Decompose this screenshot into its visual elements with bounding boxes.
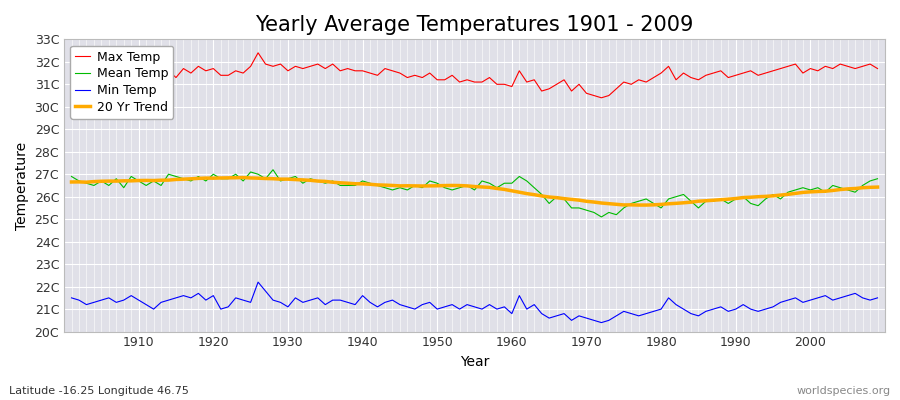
20 Yr Trend — [126, 178, 137, 183]
Max Temp — [507, 84, 517, 89]
Mean Temp — [507, 181, 517, 186]
Max Temp — [66, 73, 77, 78]
Min Temp — [126, 293, 137, 298]
Min Temp — [596, 320, 607, 325]
Mean Temp — [126, 174, 137, 179]
20 Yr Trend — [507, 188, 517, 193]
20 Yr Trend — [298, 178, 309, 182]
Mean Temp — [514, 174, 525, 179]
Title: Yearly Average Temperatures 1901 - 2009: Yearly Average Temperatures 1901 - 2009 — [256, 15, 694, 35]
Line: Max Temp: Max Temp — [71, 53, 878, 98]
Min Temp — [872, 296, 883, 300]
Max Temp — [596, 95, 607, 100]
Min Temp — [611, 314, 622, 318]
Mean Temp — [342, 183, 353, 188]
Legend: Max Temp, Mean Temp, Min Temp, 20 Yr Trend: Max Temp, Mean Temp, Min Temp, 20 Yr Tre… — [70, 46, 173, 119]
Max Temp — [342, 66, 353, 71]
Mean Temp — [298, 181, 309, 186]
Max Temp — [253, 50, 264, 55]
X-axis label: Year: Year — [460, 355, 490, 369]
Mean Temp — [596, 214, 607, 219]
Text: worldspecies.org: worldspecies.org — [796, 386, 891, 396]
Min Temp — [507, 311, 517, 316]
Mean Temp — [611, 212, 622, 217]
Min Temp — [342, 300, 353, 305]
20 Yr Trend — [342, 181, 353, 186]
Max Temp — [514, 68, 525, 73]
20 Yr Trend — [634, 203, 644, 208]
20 Yr Trend — [604, 201, 615, 206]
Line: 20 Yr Trend: 20 Yr Trend — [71, 178, 878, 205]
Y-axis label: Temperature: Temperature — [15, 141, 29, 230]
Mean Temp — [66, 174, 77, 179]
Min Temp — [514, 293, 525, 298]
Mean Temp — [267, 167, 278, 172]
Mean Temp — [872, 176, 883, 181]
Line: Min Temp: Min Temp — [71, 282, 878, 322]
20 Yr Trend — [238, 175, 248, 180]
Min Temp — [66, 296, 77, 300]
Text: Latitude -16.25 Longitude 46.75: Latitude -16.25 Longitude 46.75 — [9, 386, 189, 396]
Max Temp — [872, 66, 883, 71]
20 Yr Trend — [514, 190, 525, 195]
Min Temp — [253, 280, 264, 284]
Max Temp — [298, 66, 309, 71]
Max Temp — [126, 75, 137, 80]
20 Yr Trend — [872, 185, 883, 190]
Max Temp — [611, 86, 622, 91]
20 Yr Trend — [66, 180, 77, 184]
Line: Mean Temp: Mean Temp — [71, 170, 878, 217]
Min Temp — [298, 300, 309, 305]
